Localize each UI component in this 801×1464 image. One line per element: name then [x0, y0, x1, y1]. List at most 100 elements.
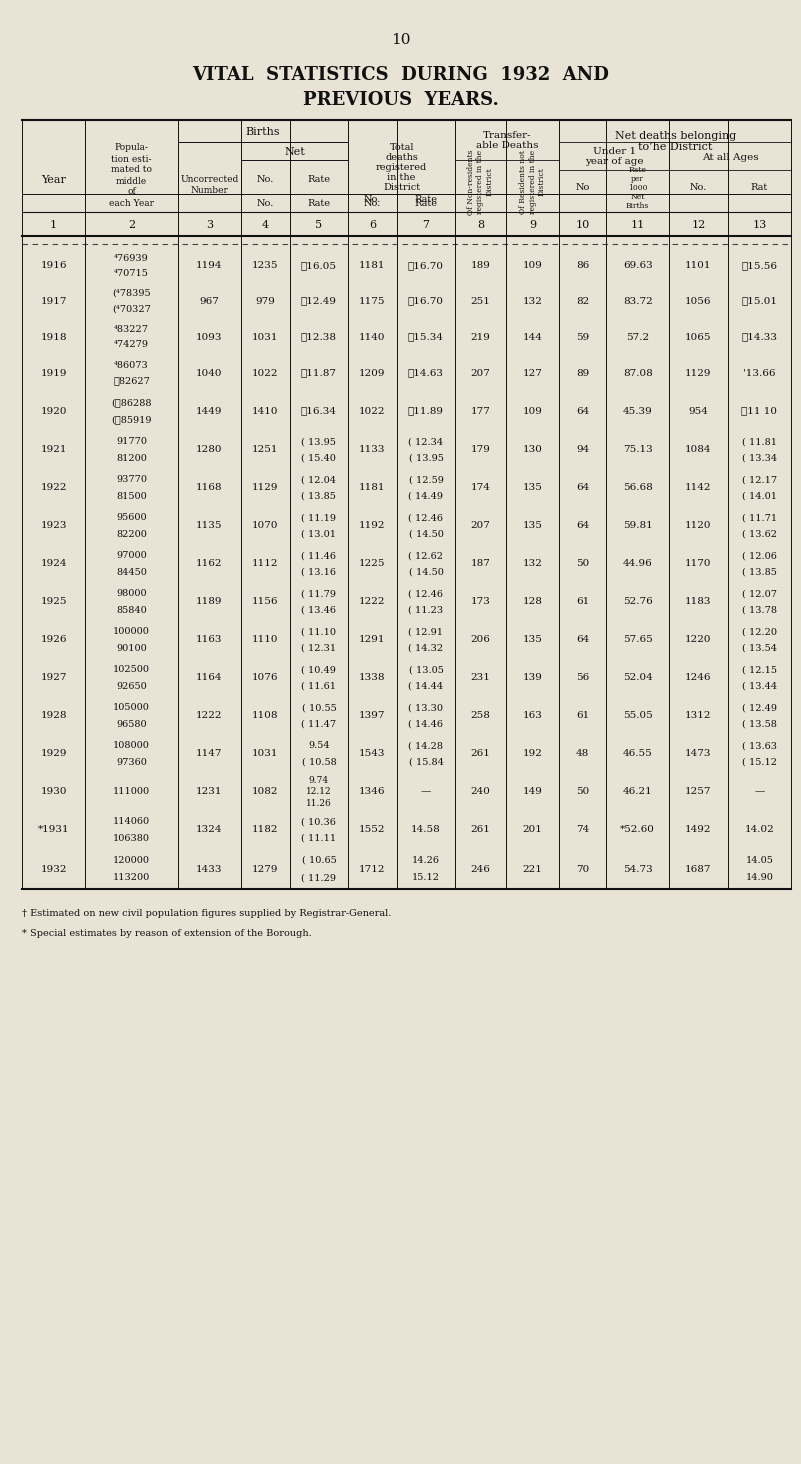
Text: ( 12.91: ( 12.91 [409, 627, 444, 637]
Text: 9.74: 9.74 [309, 776, 329, 785]
Text: 1930: 1930 [40, 788, 67, 796]
Text: 10: 10 [391, 34, 410, 47]
Text: 979: 979 [256, 297, 276, 306]
Text: 14.58: 14.58 [411, 826, 441, 834]
Text: 1133: 1133 [359, 445, 385, 454]
Text: 163: 163 [522, 712, 542, 720]
Text: 14.26: 14.26 [412, 855, 440, 865]
Text: Total: Total [389, 143, 414, 152]
Text: 48: 48 [576, 750, 590, 758]
Text: 94: 94 [576, 445, 590, 454]
Text: middle: middle [116, 177, 147, 186]
Text: ( 11.23: ( 11.23 [409, 606, 444, 615]
Text: 1917: 1917 [40, 297, 67, 306]
Text: 46.55: 46.55 [623, 750, 653, 758]
Text: 1209: 1209 [359, 369, 385, 378]
Text: 1324: 1324 [196, 826, 223, 834]
Text: ( 13.78: ( 13.78 [742, 606, 777, 615]
Text: 231: 231 [470, 673, 490, 682]
Text: ( 13.05: ( 13.05 [409, 665, 444, 673]
Text: ✖15.56: ✖15.56 [742, 262, 777, 271]
Text: ⁴76939: ⁴76939 [114, 255, 149, 264]
Text: ( 12.07: ( 12.07 [742, 589, 777, 599]
Text: 261: 261 [470, 826, 490, 834]
Text: 6: 6 [369, 220, 376, 230]
Text: 2: 2 [128, 220, 135, 230]
Text: ( 12.49: ( 12.49 [742, 703, 777, 712]
Text: 1222: 1222 [196, 712, 223, 720]
Text: 1251: 1251 [252, 445, 279, 454]
Text: No.: No. [364, 199, 381, 208]
Text: No.: No. [256, 176, 274, 184]
Text: ( 11.79: ( 11.79 [301, 589, 336, 599]
Text: ( 13.95: ( 13.95 [409, 454, 444, 463]
Text: 45.39: 45.39 [623, 407, 653, 416]
Text: 240: 240 [470, 788, 490, 796]
Text: 70: 70 [576, 865, 590, 874]
Text: ( 13.34: ( 13.34 [742, 454, 777, 463]
Text: 1926: 1926 [40, 635, 67, 644]
Text: 1932: 1932 [40, 865, 67, 874]
Text: 1192: 1192 [359, 521, 385, 530]
Text: 1084: 1084 [686, 445, 712, 454]
Text: † Estimated on new civil population figures supplied by Registrar-General.: † Estimated on new civil population figu… [22, 909, 392, 918]
Text: 1022: 1022 [252, 369, 279, 378]
Text: 179: 179 [470, 445, 490, 454]
Text: (⁴70327: (⁴70327 [112, 305, 151, 313]
Text: Of Residents not
registered in the
District: Of Residents not registered in the Distr… [519, 149, 545, 214]
Text: 87.08: 87.08 [623, 369, 653, 378]
Text: ( 10.55: ( 10.55 [301, 703, 336, 712]
Text: 1183: 1183 [686, 597, 712, 606]
Text: 89: 89 [576, 369, 590, 378]
Text: ( 12.31: ( 12.31 [301, 644, 336, 653]
Text: ( 13.44: ( 13.44 [742, 682, 777, 691]
Text: 135: 135 [522, 483, 542, 492]
Text: 1082: 1082 [252, 788, 279, 796]
Text: ( 15.84: ( 15.84 [409, 758, 444, 767]
Text: ( 11.61: ( 11.61 [301, 682, 336, 691]
Text: 261: 261 [470, 750, 490, 758]
Text: ( 11.19: ( 11.19 [301, 514, 336, 523]
Text: ( 14.50: ( 14.50 [409, 568, 444, 577]
Text: 1112: 1112 [252, 559, 279, 568]
Text: 174: 174 [470, 483, 490, 492]
Text: 1156: 1156 [252, 597, 279, 606]
Text: ⁴86073: ⁴86073 [114, 360, 149, 369]
Text: 1110: 1110 [252, 635, 279, 644]
Text: ✖16.70: ✖16.70 [408, 262, 444, 271]
Text: 113200: 113200 [113, 874, 150, 883]
Text: 1346: 1346 [359, 788, 385, 796]
Text: 75.13: 75.13 [623, 445, 653, 454]
Text: ( 10.49: ( 10.49 [301, 665, 336, 673]
Text: 96580: 96580 [116, 720, 147, 729]
Text: 1919: 1919 [40, 369, 67, 378]
Text: 9: 9 [529, 220, 536, 230]
Text: ( 13.95: ( 13.95 [301, 438, 336, 447]
Text: (⁴78395: (⁴78395 [112, 288, 151, 297]
Text: 50: 50 [576, 788, 590, 796]
Text: Rate
per
1000
Net
Births: Rate per 1000 Net Births [626, 165, 650, 211]
Text: 1031: 1031 [252, 750, 279, 758]
Text: No: No [575, 183, 590, 192]
Text: ⁴74279: ⁴74279 [114, 341, 149, 350]
Text: able Deaths: able Deaths [476, 142, 538, 151]
Text: 54.73: 54.73 [623, 865, 653, 874]
Text: 56.68: 56.68 [623, 483, 653, 492]
Text: ( 12.04: ( 12.04 [301, 476, 336, 485]
Text: ( 11.11: ( 11.11 [301, 834, 336, 843]
Text: 1918: 1918 [40, 332, 67, 341]
Text: ( 10.65: ( 10.65 [301, 855, 336, 865]
Text: 1108: 1108 [252, 712, 279, 720]
Text: 83.72: 83.72 [623, 297, 653, 306]
Text: 1170: 1170 [686, 559, 712, 568]
Text: mated to: mated to [111, 165, 152, 174]
Text: District: District [383, 183, 421, 192]
Text: Net deaths belonging: Net deaths belonging [614, 130, 736, 141]
Text: 12.12: 12.12 [306, 788, 332, 796]
Text: ( 13.30: ( 13.30 [409, 703, 444, 712]
Text: '13.66: '13.66 [743, 369, 775, 378]
Text: 221: 221 [522, 865, 542, 874]
Text: 1927: 1927 [40, 673, 67, 682]
Text: ( 12.59: ( 12.59 [409, 476, 444, 485]
Text: 120000: 120000 [113, 855, 150, 865]
